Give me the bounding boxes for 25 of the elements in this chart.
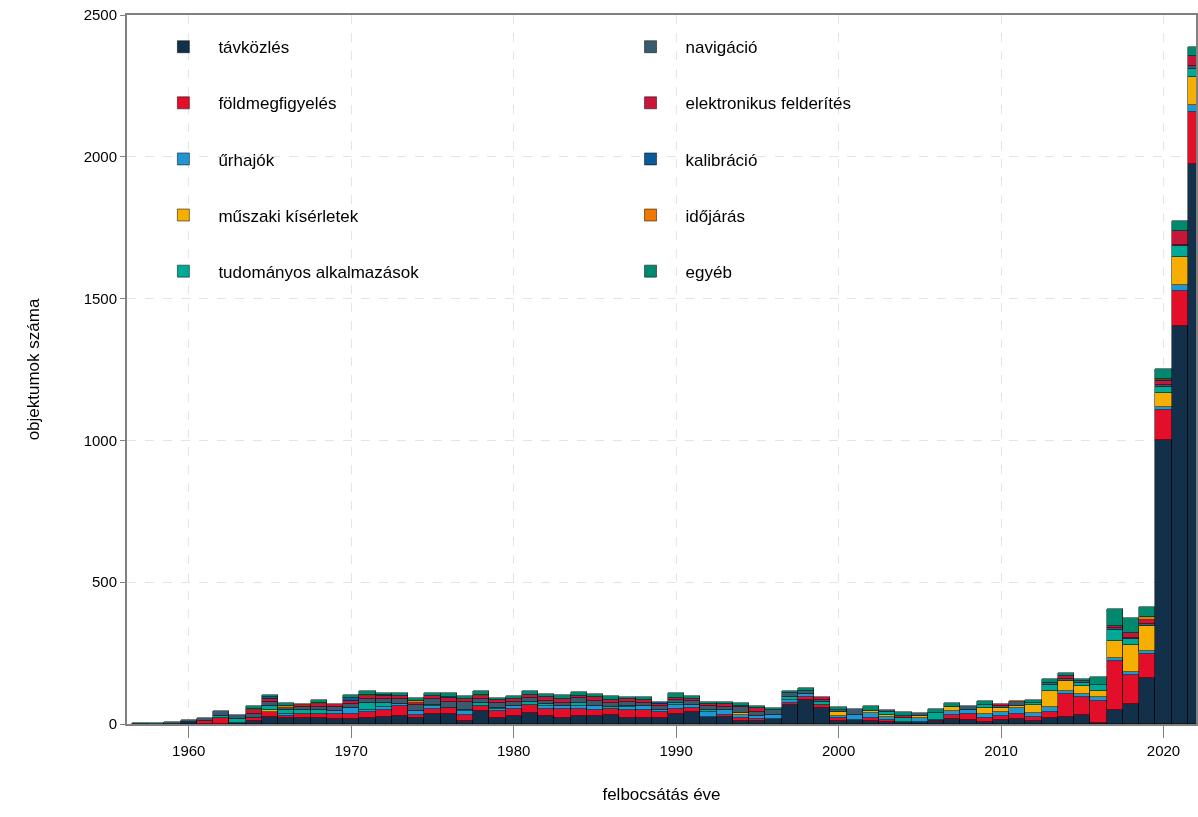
legend-label: időjárás [685,206,746,226]
y-tick-label: 2000 [83,148,117,166]
legend-label: tudományos alkalmazások [218,262,420,282]
legend-label: kalibráció [685,150,758,170]
x-tick-label: 1970 [334,742,368,759]
legend-label: űrhajók [218,150,275,170]
x-tick-label: 2010 [984,742,1018,759]
legend-label: egyéb [685,262,732,282]
y-tick-label: 1000 [83,431,117,449]
x-tick-label: 1960 [172,742,206,759]
y-tick-label: 1500 [83,289,117,307]
legend-label: földmegfigyelés [218,94,337,114]
legend-label: műszaki kísérletek [218,206,359,226]
x-tick-label: 1990 [659,742,693,759]
x-tick-label: 1980 [496,742,531,759]
y-tick-label: 2500 [83,6,117,24]
legend-label: távközlés [218,38,290,58]
y-tick-label: 0 [108,715,117,733]
x-tick-label: 2020 [1146,742,1181,759]
x-axis-title: felbocsátás éve [602,784,721,804]
y-tick-label: 500 [91,573,117,591]
y-axis-title: objektumok száma [23,298,43,441]
x-tick-label: 2000 [821,742,856,759]
legend-label: elektronikus felderítés [685,94,851,114]
legend-label: navigáció [685,38,758,58]
